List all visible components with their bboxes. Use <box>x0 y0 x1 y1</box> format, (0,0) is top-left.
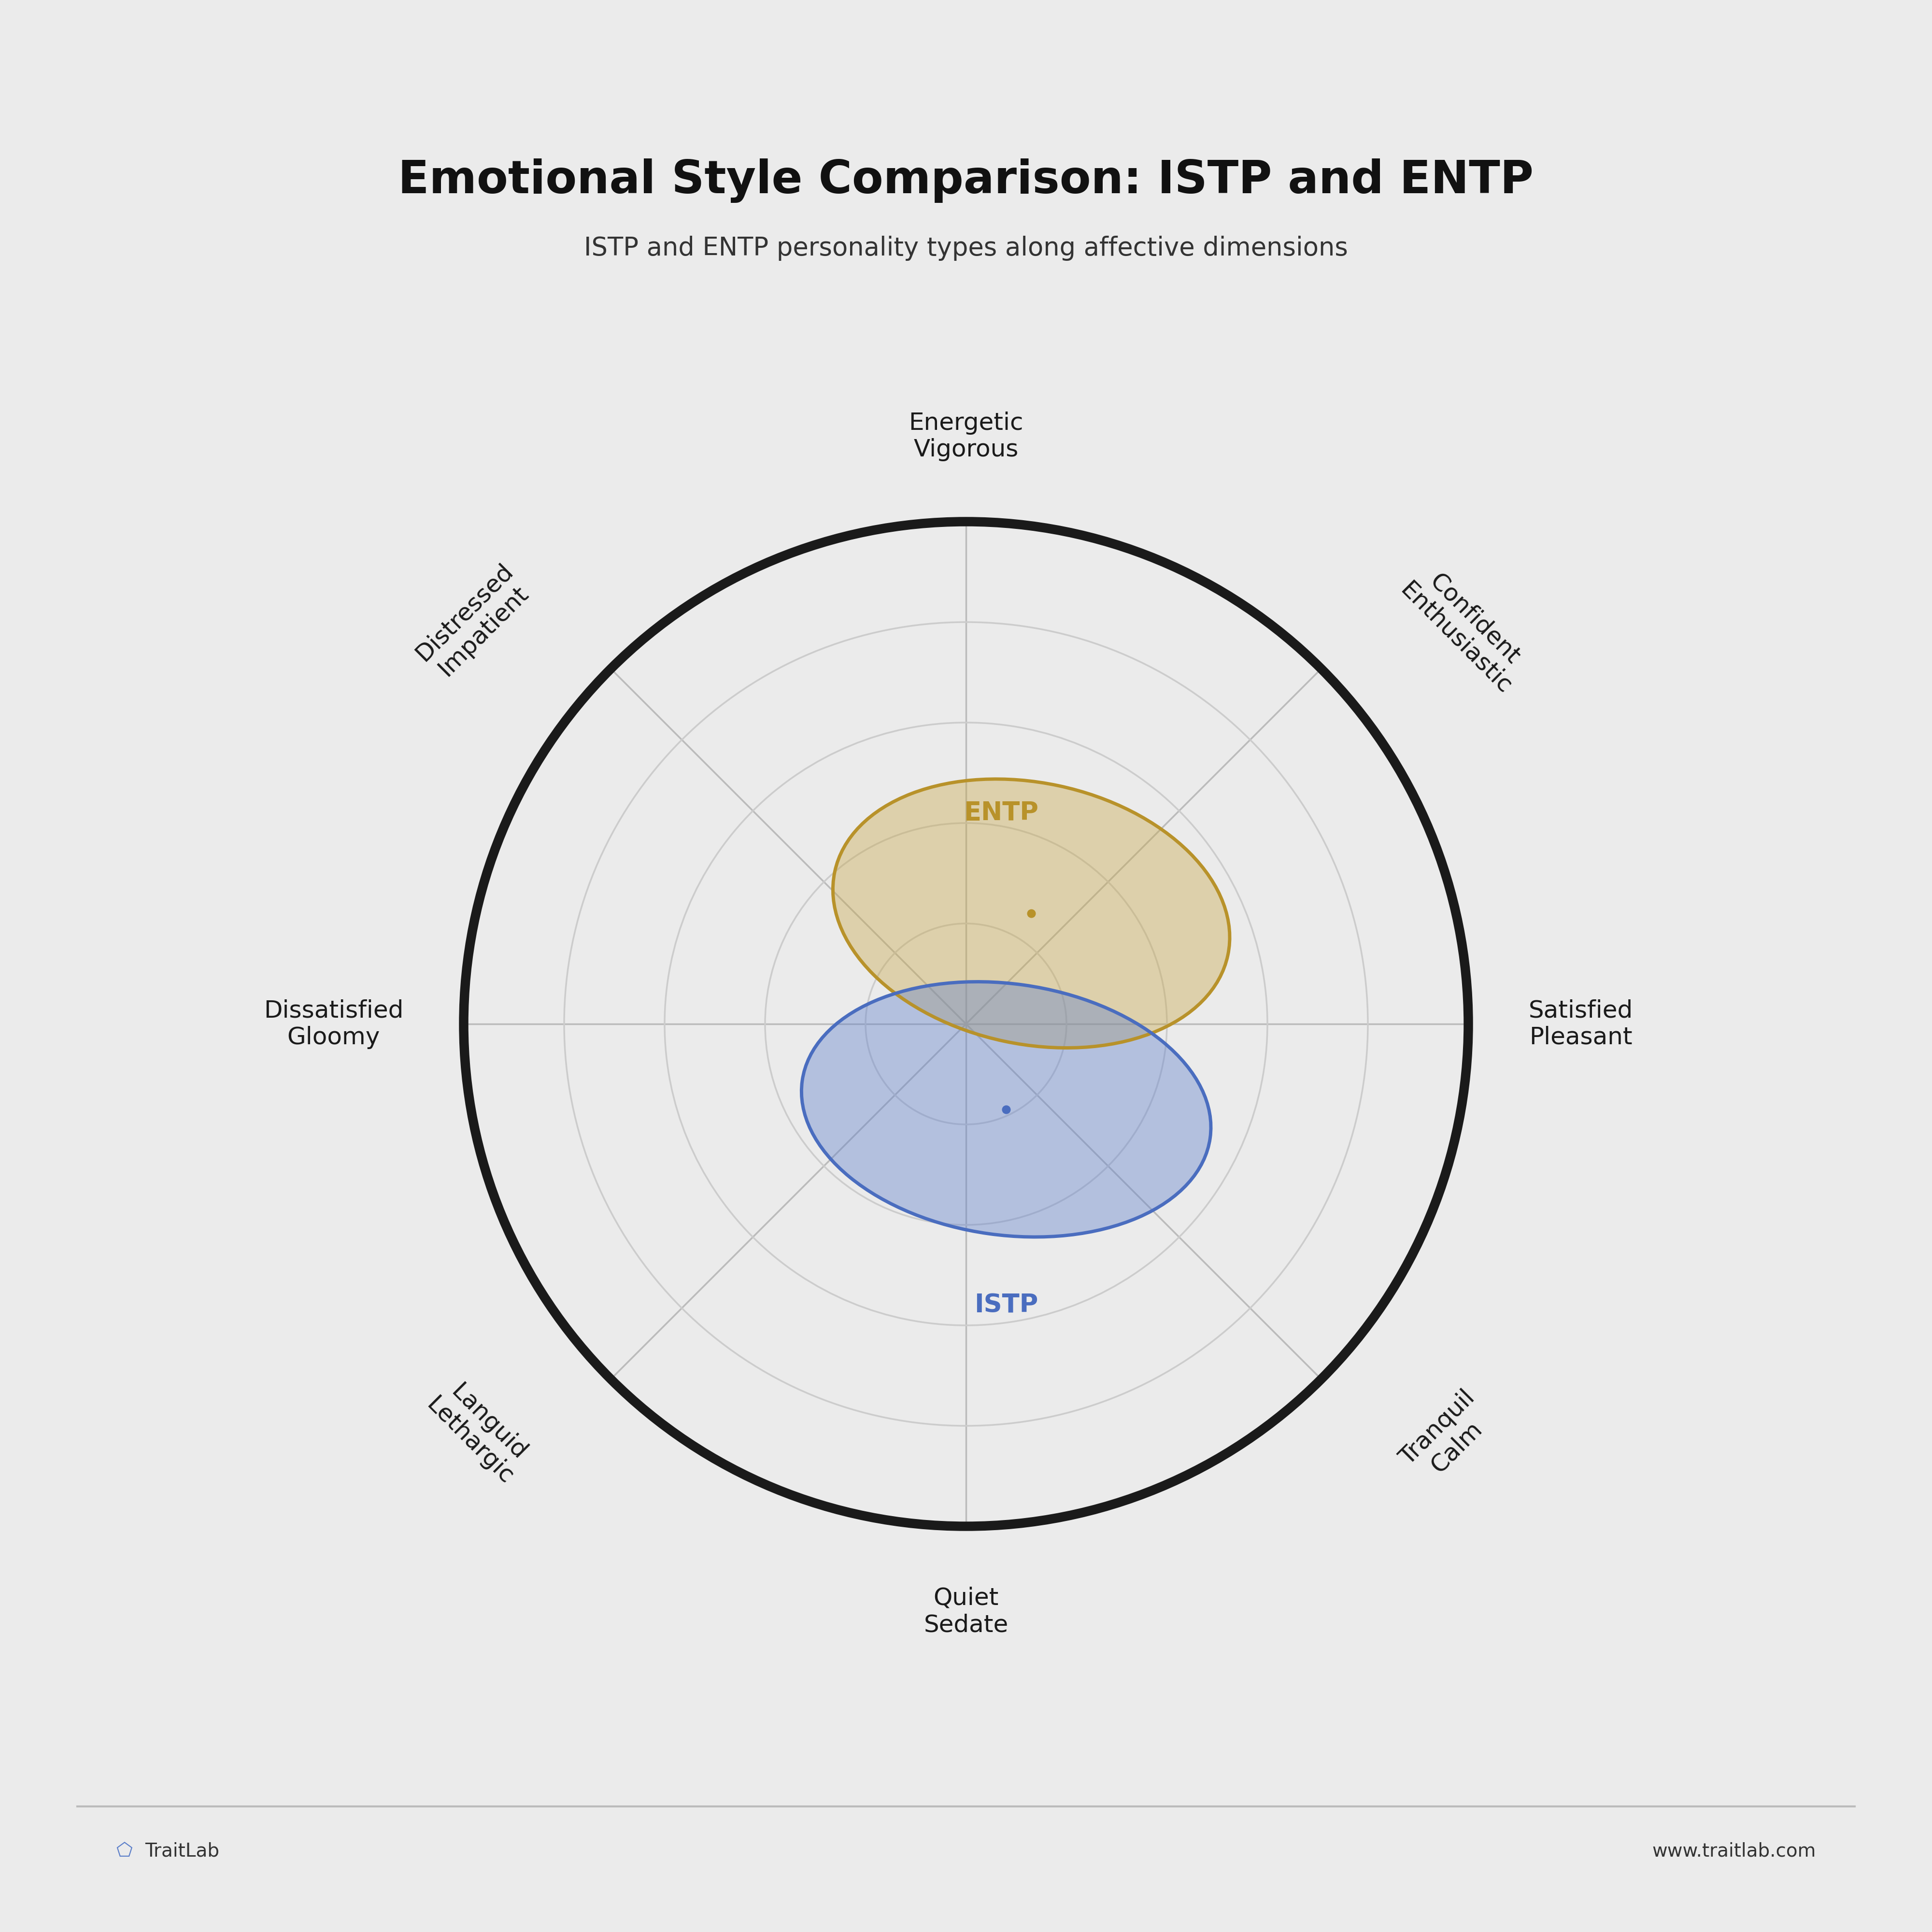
Text: Emotional Style Comparison: ISTP and ENTP: Emotional Style Comparison: ISTP and ENT… <box>398 158 1534 203</box>
Ellipse shape <box>833 779 1229 1047</box>
Text: Languid
Lethargic: Languid Lethargic <box>421 1374 537 1490</box>
Text: Satisfied
Pleasant: Satisfied Pleasant <box>1528 999 1633 1049</box>
Text: Energetic
Vigorous: Energetic Vigorous <box>908 412 1024 462</box>
Text: Distressed
Impatient: Distressed Impatient <box>412 558 537 684</box>
Text: Confident
Enthusiastic: Confident Enthusiastic <box>1395 558 1536 697</box>
Text: TraitLab: TraitLab <box>145 1841 220 1861</box>
Text: ENTP: ENTP <box>964 800 1039 825</box>
Text: Quiet
Sedate: Quiet Sedate <box>923 1586 1009 1636</box>
Text: Tranquil
Calm: Tranquil Calm <box>1395 1385 1499 1490</box>
Text: ISTP and ENTP personality types along affective dimensions: ISTP and ENTP personality types along af… <box>583 236 1349 261</box>
Text: Dissatisfied
Gloomy: Dissatisfied Gloomy <box>263 999 404 1049</box>
Text: www.traitlab.com: www.traitlab.com <box>1652 1841 1816 1861</box>
Ellipse shape <box>802 981 1211 1236</box>
Text: ISTP: ISTP <box>974 1293 1037 1318</box>
Text: ⬠: ⬠ <box>116 1841 131 1861</box>
